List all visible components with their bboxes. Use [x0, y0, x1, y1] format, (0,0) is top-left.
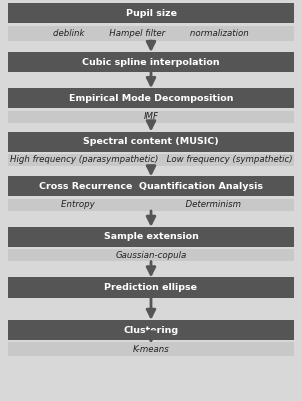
- Text: deblink         Hampel filter         normalization: deblink Hampel filter normalization: [53, 29, 249, 38]
- Bar: [8, 154, 294, 166]
- Text: Clustering: Clustering: [124, 326, 178, 334]
- Text: Cross Recurrence  Quantification Analysis: Cross Recurrence Quantification Analysis: [39, 182, 263, 191]
- Bar: [8, 52, 294, 72]
- Text: High frequency (parasympathetic)   Low frequency (sympathetic): High frequency (parasympathetic) Low fre…: [10, 156, 292, 164]
- Bar: [8, 249, 294, 261]
- Text: Entropy                                 Determinism: Entropy Determinism: [61, 200, 241, 209]
- Text: Pupil size: Pupil size: [126, 9, 176, 18]
- Text: Sample extension: Sample extension: [104, 233, 198, 241]
- Text: Spectral content (MUSIC): Spectral content (MUSIC): [83, 137, 219, 146]
- Text: Gaussian-copula: Gaussian-copula: [115, 251, 187, 260]
- Bar: [8, 3, 294, 23]
- Text: IMF: IMF: [143, 112, 159, 121]
- Bar: [8, 277, 294, 298]
- Bar: [8, 199, 294, 211]
- Text: Empirical Mode Decomposition: Empirical Mode Decomposition: [69, 94, 233, 103]
- Bar: [8, 342, 294, 356]
- Bar: [8, 111, 294, 123]
- Bar: [8, 88, 294, 108]
- Bar: [8, 26, 294, 41]
- Text: Cubic spline interpolation: Cubic spline interpolation: [82, 58, 220, 67]
- Bar: [8, 227, 294, 247]
- Text: Prediction ellipse: Prediction ellipse: [104, 283, 198, 292]
- Bar: [8, 132, 294, 152]
- Text: K-means: K-means: [133, 345, 169, 354]
- Bar: [8, 176, 294, 196]
- Bar: [8, 320, 294, 340]
